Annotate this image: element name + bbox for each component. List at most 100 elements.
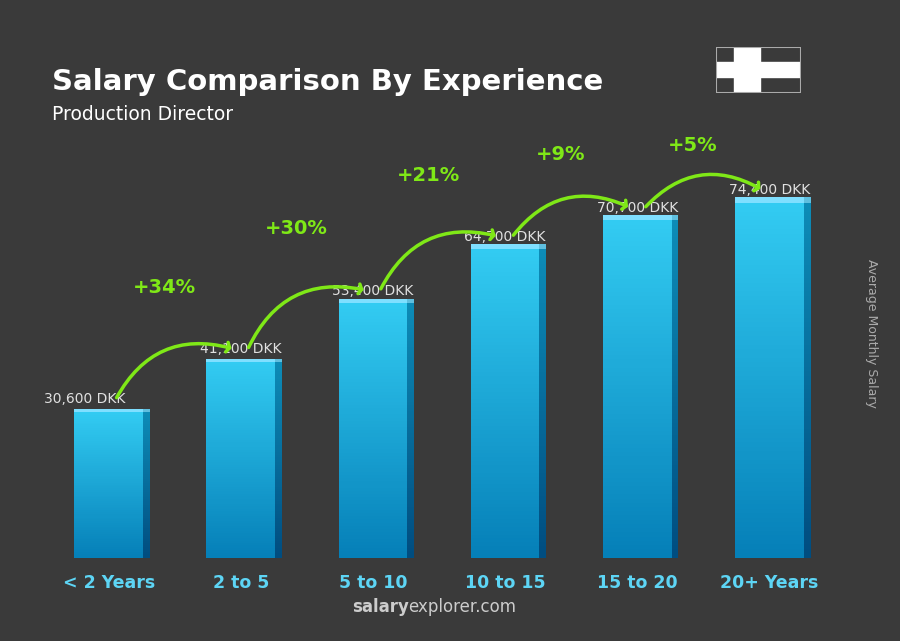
Bar [539,449,546,453]
Bar [735,300,804,304]
Bar [338,446,408,449]
Bar [75,554,143,556]
Bar [735,336,804,340]
Bar [735,203,804,207]
Bar [471,244,539,249]
Bar [671,427,679,431]
Bar [603,237,671,242]
Bar [206,465,275,467]
Bar [338,504,408,506]
Bar [275,362,282,364]
Bar [408,399,414,402]
Bar [275,435,282,438]
Bar [206,521,275,523]
Bar [539,399,546,403]
Bar [471,504,539,508]
Bar [206,376,275,379]
Bar [75,534,143,536]
Bar [471,496,539,500]
Bar [471,430,539,434]
Bar [539,345,546,349]
Bar [603,435,671,440]
Bar [603,233,671,237]
Bar [671,283,679,288]
Bar [408,408,414,411]
Bar [804,535,811,540]
Bar [408,494,414,497]
Bar [735,242,804,247]
Bar [143,543,150,545]
Text: 30,600 DKK: 30,600 DKK [44,392,126,406]
Bar [408,395,414,399]
Bar [804,225,811,229]
Bar [275,386,282,388]
Bar [338,322,408,325]
Bar [735,238,804,242]
Bar [735,322,804,327]
Bar [275,406,282,408]
Bar [671,221,679,224]
Bar [206,428,275,430]
Bar [143,540,150,541]
Bar [143,461,150,463]
Bar [471,288,539,292]
Bar [408,440,414,443]
Bar [408,485,414,488]
Bar [539,276,546,280]
Bar [603,515,671,520]
Bar [408,303,414,306]
Bar [338,370,408,373]
Bar [671,215,679,221]
Bar [471,249,539,253]
Bar [471,311,539,315]
Bar [671,473,679,478]
Bar [735,540,804,544]
Bar [338,481,408,485]
Bar [206,538,275,540]
Bar [143,534,150,536]
Bar [735,327,804,331]
Bar [75,432,143,433]
Bar [539,469,546,473]
Bar [671,524,679,528]
Bar [275,379,282,381]
Bar [671,419,679,422]
Bar [275,548,282,551]
Bar [206,415,275,418]
Bar [471,272,539,276]
Bar [603,254,671,258]
Bar [603,520,671,524]
Bar [408,472,414,475]
Bar [735,456,804,460]
Bar [206,540,275,543]
Bar [408,367,414,370]
Bar [671,330,679,334]
Bar [735,491,804,495]
Bar [539,504,546,508]
Bar [275,509,282,511]
Bar [539,515,546,519]
Bar [206,403,275,406]
Bar [275,415,282,418]
Bar [471,469,539,473]
Bar [735,247,804,251]
Bar [206,551,275,553]
Bar [338,312,408,315]
Bar [539,249,546,253]
Bar [275,371,282,374]
Bar [206,379,275,381]
Bar [143,478,150,479]
Bar [804,403,811,407]
Bar [408,506,414,510]
Bar [338,319,408,322]
Bar [603,503,671,507]
Bar [206,435,275,438]
Bar [471,349,539,353]
Bar [603,360,671,363]
Bar [275,545,282,548]
Bar [603,334,671,338]
Bar [143,428,150,430]
Bar [75,556,143,558]
Bar [143,517,150,519]
Bar [75,538,143,540]
